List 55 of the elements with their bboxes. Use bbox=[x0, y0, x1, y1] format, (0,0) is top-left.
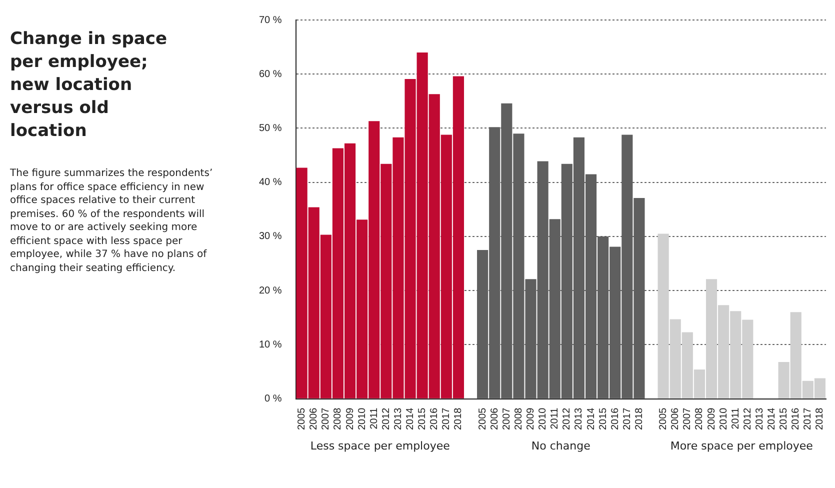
x-tick-label: 2010 bbox=[538, 407, 549, 430]
text: Change in space per employee; new location versus old location bbox=[10, 28, 168, 143]
y-tick-label: 0 % bbox=[264, 394, 282, 405]
x-tick-label: 2005 bbox=[477, 407, 488, 430]
x-tick-label: 2017 bbox=[622, 407, 633, 430]
x-tick-label: 2011 bbox=[550, 407, 561, 430]
x-tick-label: 2016 bbox=[429, 407, 440, 430]
x-tick-label: 2018 bbox=[634, 407, 645, 430]
x-tick-label: 2006 bbox=[489, 407, 500, 430]
x-tick-label: 2015 bbox=[417, 407, 428, 430]
y-tick-label: 60 % bbox=[258, 68, 282, 80]
x-tick-label: 2016 bbox=[610, 407, 621, 430]
x-tick-label: 2009 bbox=[526, 407, 537, 430]
x-tick-label: 2006 bbox=[308, 407, 320, 430]
x-tick-label: 2010 bbox=[718, 407, 730, 430]
x-tick-label: 2018 bbox=[814, 407, 826, 430]
x-tick-label: 2011 bbox=[730, 407, 742, 430]
x-tick-label: 2013 bbox=[574, 407, 585, 430]
x-tick-label: 2009 bbox=[706, 407, 718, 430]
x-tick-label: 2017 bbox=[802, 407, 814, 430]
x-tick-label: 2013 bbox=[392, 407, 404, 430]
x-tick-label: 2012 bbox=[742, 407, 754, 430]
x-tick-label: 2012 bbox=[562, 407, 573, 430]
text: No change bbox=[531, 439, 591, 452]
text: Less space per employee bbox=[310, 439, 450, 452]
x-tick-label: 2013 bbox=[754, 407, 766, 430]
text: More space per employee bbox=[670, 439, 814, 452]
x-tick-label: 2009 bbox=[344, 407, 356, 430]
x-tick-label: 2010 bbox=[356, 407, 368, 430]
y-tick-label: 40 % bbox=[258, 177, 282, 188]
text: The figure summarizes the respondents’ plans for office space efficiency in new office spaces relative to their current premises. 60 % of the respondents will move to or are actively seeking more efficient space with less space per employee, while 37 % have no plans of changing their seating efficiency. bbox=[10, 167, 214, 275]
y-tick-label: 50 % bbox=[258, 122, 282, 134]
x-tick-label: 2015 bbox=[598, 407, 609, 430]
x-tick-label: 2005 bbox=[296, 407, 308, 430]
x-tick-label: 2018 bbox=[453, 407, 464, 430]
x-tick-label: 2014 bbox=[405, 407, 416, 430]
y-tick-label: 10 % bbox=[258, 339, 282, 350]
x-tick-label: 2007 bbox=[320, 407, 332, 430]
x-tick-label: 2014 bbox=[586, 407, 597, 430]
x-tick-label: 2008 bbox=[513, 407, 524, 430]
x-tick-label: 2007 bbox=[501, 407, 512, 430]
x-tick-label: 2014 bbox=[766, 407, 778, 430]
y-tick-label: 70 % bbox=[258, 14, 282, 26]
x-tick-label: 2011 bbox=[368, 407, 380, 430]
x-tick-label: 2006 bbox=[670, 407, 682, 430]
x-tick-label: 2012 bbox=[380, 407, 392, 430]
x-tick-label: 2008 bbox=[332, 407, 344, 430]
y-tick-label: 30 % bbox=[258, 231, 282, 242]
x-tick-label: 2008 bbox=[694, 407, 706, 430]
x-tick-label: 2015 bbox=[778, 407, 790, 430]
x-tick-label: 2005 bbox=[658, 407, 670, 430]
x-tick-label: 2007 bbox=[682, 407, 694, 430]
x-tick-label: 2016 bbox=[790, 407, 802, 430]
y-tick-label: 20 % bbox=[258, 285, 282, 296]
x-tick-label: 2017 bbox=[441, 407, 452, 430]
